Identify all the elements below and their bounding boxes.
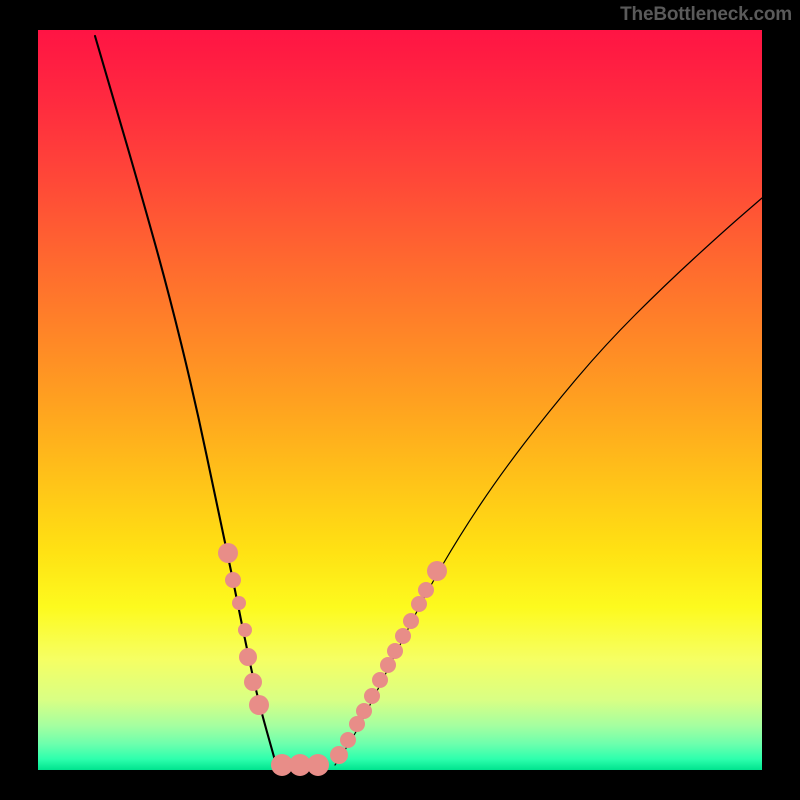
chart-svg (0, 0, 800, 800)
highlight-dot (372, 672, 388, 688)
highlight-dot (387, 643, 403, 659)
highlight-dot (340, 732, 356, 748)
watermark-text: TheBottleneck.com (620, 4, 792, 26)
highlight-dot (249, 695, 269, 715)
highlight-dot (244, 673, 262, 691)
highlight-dot (411, 596, 427, 612)
highlight-dot (364, 688, 380, 704)
highlight-dot (307, 754, 329, 776)
bottleneck-chart (0, 0, 800, 800)
highlight-dot (356, 703, 372, 719)
highlight-dot (218, 543, 238, 563)
highlight-dot (239, 648, 257, 666)
highlight-dot (427, 561, 447, 581)
highlight-dot (418, 582, 434, 598)
highlight-dot (380, 657, 396, 673)
highlight-dot (225, 572, 241, 588)
highlight-dot (330, 746, 348, 764)
highlight-dot (403, 613, 419, 629)
highlight-dot (395, 628, 411, 644)
highlight-dot (232, 596, 246, 610)
highlight-dot (238, 623, 252, 637)
gradient-background (38, 30, 762, 770)
